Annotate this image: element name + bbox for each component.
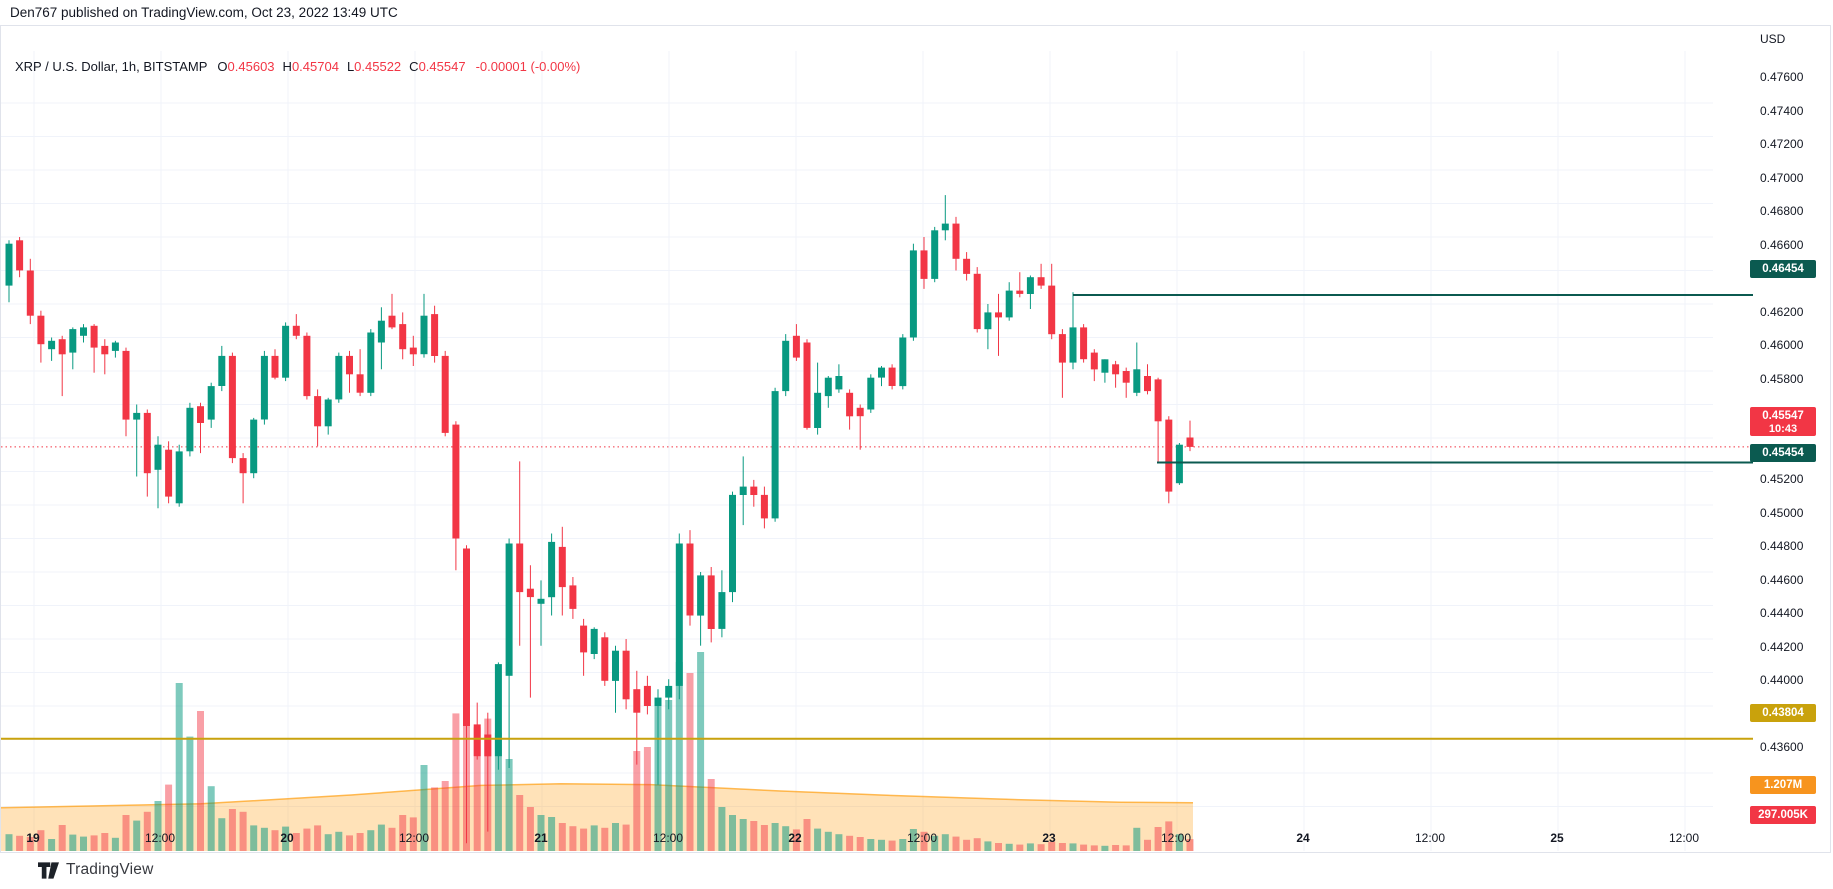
price-tick: 0.43600 [1760,740,1804,754]
last-price-tag: 0.45547 10:43 [1750,407,1816,436]
time-tick-20: 20 [280,831,294,845]
price-tick: 0.47600 [1760,70,1804,84]
ohlc-O: O0.45603 [217,59,275,74]
candlestick-chart-canvas[interactable] [1,26,1832,852]
support-line-tag: 0.45454 [1750,444,1816,462]
time-tick-12:00: 12:00 [398,831,430,845]
time-tick-23: 23 [1042,831,1056,845]
ohlc-L: L0.45522 [346,59,402,74]
candles [5,195,1194,844]
published-attribution: Den767 published on TradingView.com, Oct… [10,5,398,20]
price-tick: 0.44000 [1760,673,1804,687]
time-tick-19: 19 [26,831,40,845]
volume-last-tag: 297.005K [1750,806,1816,824]
price-tick: 0.46200 [1760,304,1804,319]
symbol-title: XRP / U.S. Dollar, 1h, BITSTAMP [15,59,208,74]
price-tick: 0.46000 [1760,338,1804,352]
price-tick: 0.47200 [1760,137,1804,151]
price-tick: 0.46800 [1760,204,1804,218]
volume-ma-tag: 1.207M [1750,776,1816,794]
time-tick-22: 22 [788,831,802,845]
price-tick: 0.44400 [1760,606,1804,620]
ohlc-H: H0.45704 [282,59,339,74]
price-tick: 0.46600 [1760,237,1804,252]
price-tick: 0.47400 [1760,103,1804,118]
chart-frame: XRP / U.S. Dollar, 1h, BITSTAMP O0.45603 H… [0,25,1831,853]
price-tick: 0.47000 [1760,170,1804,185]
price-tick: 0.44600 [1760,572,1804,587]
tradingview-logo-icon [38,861,59,879]
resistance-line-tag: 0.46454 [1750,260,1816,278]
time-tick-12:00: 12:00 [1414,831,1446,845]
time-tick-25: 25 [1550,831,1564,845]
price-scale-currency: USD [1760,32,1786,46]
price-tick: 0.45800 [1760,371,1804,386]
golden-line-tag: 0.43804 [1750,704,1816,722]
grid-lines [1,51,1713,851]
ohlc-C: C0.45547 [409,59,466,74]
price-tick: 0.44800 [1760,539,1804,553]
time-tick-12:00: 12:00 [1668,831,1700,845]
time-tick-21: 21 [534,831,548,845]
ohlc-values: O0.45603 H0.45704 L0.45522 C0.45547 [217,59,473,74]
tradingview-logo-text: TradingView [66,861,154,878]
change-value: -0.00001 (-0.00%) [475,59,581,74]
volume-bars [5,652,1194,851]
volume-ma-area [1,783,1194,851]
time-tick-12:00: 12:00 [1160,831,1192,845]
time-tick-24: 24 [1296,831,1310,845]
time-tick-12:00: 12:00 [144,831,176,845]
price-tick: 0.45000 [1760,505,1804,520]
time-tick-12:00: 12:00 [906,831,938,845]
time-tick-12:00: 12:00 [652,831,684,845]
price-tick: 0.44200 [1760,639,1804,654]
price-tick: 0.45200 [1760,472,1804,486]
tradingview-logo[interactable]: TradingView [38,861,154,879]
symbol-header: XRP / U.S. Dollar, 1h, BITSTAMP O0.45603 H… [15,59,580,74]
